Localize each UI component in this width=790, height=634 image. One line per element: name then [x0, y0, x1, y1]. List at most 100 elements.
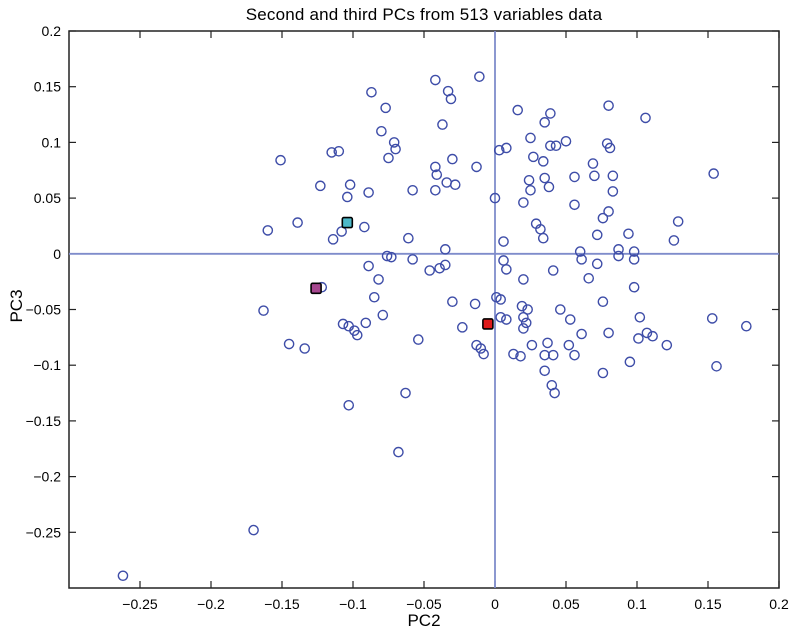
data-point-circle	[373, 274, 384, 285]
data-point-circle	[430, 74, 441, 86]
data-point-circle	[478, 348, 489, 360]
data-point-circle	[550, 140, 562, 152]
x-axis-label: PC2	[407, 611, 441, 630]
data-point-highlight-magenta	[310, 282, 322, 295]
data-point-circle	[449, 179, 461, 191]
data-point-circle	[613, 244, 624, 255]
data-point-circle	[439, 244, 451, 255]
data-point-circle	[603, 100, 614, 111]
data-point-circle	[390, 143, 401, 155]
data-point-circle	[299, 343, 311, 354]
data-point-circle	[407, 254, 418, 265]
data-point-circle	[672, 216, 684, 227]
y-tick-label: −0.1	[33, 357, 61, 373]
data-point-circle	[344, 179, 356, 191]
data-point-highlight-teal	[341, 216, 354, 229]
x-tick-label: 0	[491, 596, 499, 612]
data-point-circle	[343, 400, 355, 411]
data-point-circle	[604, 142, 616, 154]
data-point-circle	[501, 264, 512, 275]
data-point-circle	[547, 349, 559, 361]
data-point-circle	[706, 313, 718, 324]
data-point-circle	[597, 367, 609, 379]
data-point-circle	[576, 254, 587, 265]
data-point-circle	[597, 296, 609, 308]
x-tick-label: −0.15	[264, 596, 300, 612]
data-point-circle	[512, 104, 524, 116]
data-point-circle	[518, 311, 529, 323]
data-point-circle	[741, 320, 752, 332]
data-point-circle	[518, 274, 529, 285]
data-point-circle	[337, 318, 349, 330]
data-point-circle	[508, 348, 519, 360]
data-point-circle	[587, 158, 599, 169]
data-point-circle	[607, 186, 619, 197]
data-point-circle	[607, 170, 619, 182]
data-point-circle	[603, 206, 614, 217]
data-point-circle	[528, 151, 539, 163]
data-point-circle	[413, 334, 424, 345]
data-point-circle	[515, 350, 526, 362]
data-point-circle	[589, 170, 600, 182]
data-point-circle	[574, 246, 586, 257]
data-point-circle	[262, 225, 274, 236]
data-point-circle	[434, 262, 445, 274]
data-point-circle	[366, 86, 377, 98]
x-tick-label: −0.05	[406, 596, 442, 612]
data-point-circle	[400, 387, 411, 399]
data-point-circle	[647, 330, 658, 342]
data-point-circle	[603, 327, 614, 339]
data-point-circle	[493, 144, 505, 156]
data-point-circle	[560, 135, 572, 147]
x-tick-label: −0.2	[197, 596, 225, 612]
data-point-circle	[342, 191, 353, 203]
data-point-circle	[283, 338, 295, 350]
data-point-circle	[359, 221, 370, 233]
data-point-circle	[501, 142, 512, 154]
data-point-circle	[495, 311, 506, 323]
x-tick-label: 0.1	[627, 596, 647, 612]
data-point-circle	[591, 229, 603, 241]
axes-box	[68, 30, 780, 589]
data-point-circle	[591, 258, 603, 270]
y-tick-label: 0.15	[34, 79, 61, 95]
data-point-circle	[457, 322, 468, 333]
data-point-circle	[555, 304, 566, 315]
data-point-circle	[333, 146, 345, 157]
y-tick-label: 0.05	[34, 190, 61, 206]
data-point-circle	[388, 137, 400, 148]
y-tick-label: 0.2	[42, 23, 62, 39]
data-point-circle	[393, 446, 404, 458]
data-point-circle	[489, 192, 501, 204]
data-point-circle	[668, 235, 680, 246]
x-tick-label: 0.15	[694, 596, 721, 612]
data-point-circle	[469, 298, 481, 310]
data-point-circle	[525, 132, 536, 144]
data-point-circle	[576, 328, 587, 340]
data-point-circle	[363, 260, 374, 272]
y-tick-label: −0.05	[26, 302, 62, 318]
data-point-circle	[537, 156, 549, 167]
data-point-circle	[351, 329, 363, 341]
data-point-circle	[564, 314, 576, 325]
data-point-circle	[117, 570, 129, 582]
data-point-circle	[327, 234, 339, 245]
data-point-circle	[539, 172, 551, 184]
data-point-circle	[520, 317, 532, 329]
data-point-circle	[623, 228, 634, 240]
data-point-circle	[381, 250, 393, 262]
data-point-circle	[315, 180, 326, 192]
data-point-circle	[447, 153, 458, 165]
data-point-circle	[543, 181, 555, 193]
data-point-circle	[431, 169, 443, 181]
data-point-circle	[386, 251, 397, 263]
data-point-circle	[368, 291, 380, 303]
data-point-circle	[597, 212, 609, 224]
data-point-circle	[518, 323, 529, 334]
data-point-circle	[275, 154, 286, 166]
y-tick-label: 0	[53, 246, 61, 262]
data-point-circle	[474, 71, 485, 82]
data-point-circle	[516, 300, 528, 312]
